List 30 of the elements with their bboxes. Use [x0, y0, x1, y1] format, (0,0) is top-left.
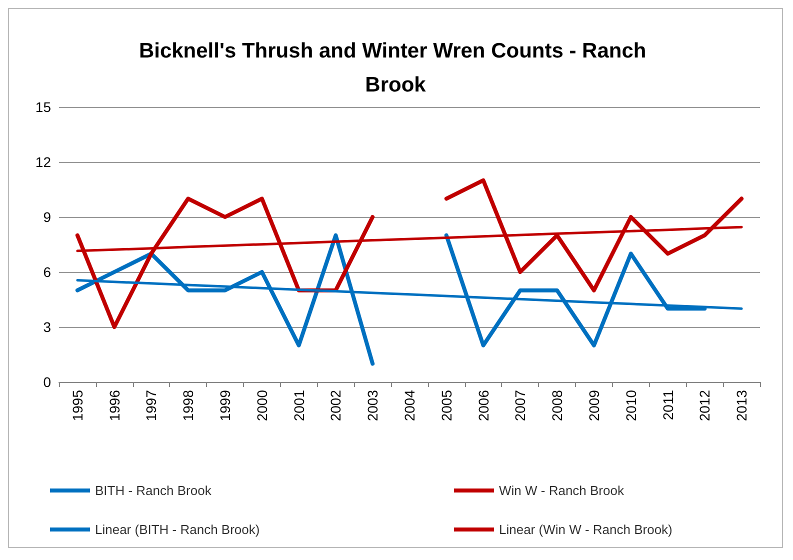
- x-tick-label: 2004: [402, 390, 418, 422]
- x-tick-label: 2001: [290, 390, 307, 422]
- x-tick-label: 1996: [106, 390, 122, 422]
- x-tick-label: 1998: [180, 390, 196, 422]
- y-tick-label: 12: [35, 154, 52, 170]
- x-tick-label: 1995: [69, 390, 86, 422]
- legend-label: Linear (Win W - Ranch Brook): [499, 522, 672, 537]
- chart-title: Bicknell's Thrush and Winter Wren Counts - Ranch Brook: [138, 40, 652, 96]
- x-tick-label: 2010: [622, 390, 639, 422]
- x-tick-label: 1999: [217, 390, 234, 422]
- y-tick-label: 9: [43, 209, 52, 225]
- x-tick-label: 2002: [328, 390, 344, 422]
- x-tick-label: 2003: [364, 390, 381, 422]
- x-tick-label: 1997: [143, 390, 160, 422]
- y-tick-label: 3: [43, 319, 52, 335]
- legend-label: BITH - Ranch Brook: [95, 483, 212, 498]
- y-tick-label: 6: [43, 264, 52, 280]
- x-tick-label: 2005: [438, 390, 454, 422]
- legend-label: Linear (BITH - Ranch Brook): [95, 522, 260, 537]
- x-tick-label: 2006: [475, 390, 492, 422]
- x-tick-label: 2012: [696, 390, 713, 422]
- x-tick-label: 2000: [254, 390, 270, 422]
- legend-label: Win W - Ranch Brook: [499, 483, 624, 498]
- x-tick-label: 2009: [586, 390, 602, 422]
- x-tick-label: 2007: [512, 390, 528, 422]
- x-tick-label: 2013: [734, 390, 750, 422]
- y-tick-label: 0: [43, 374, 52, 390]
- x-tick-label: 2011: [660, 390, 676, 420]
- x-tick-label: 2008: [549, 390, 566, 422]
- y-tick-label: 15: [35, 99, 52, 115]
